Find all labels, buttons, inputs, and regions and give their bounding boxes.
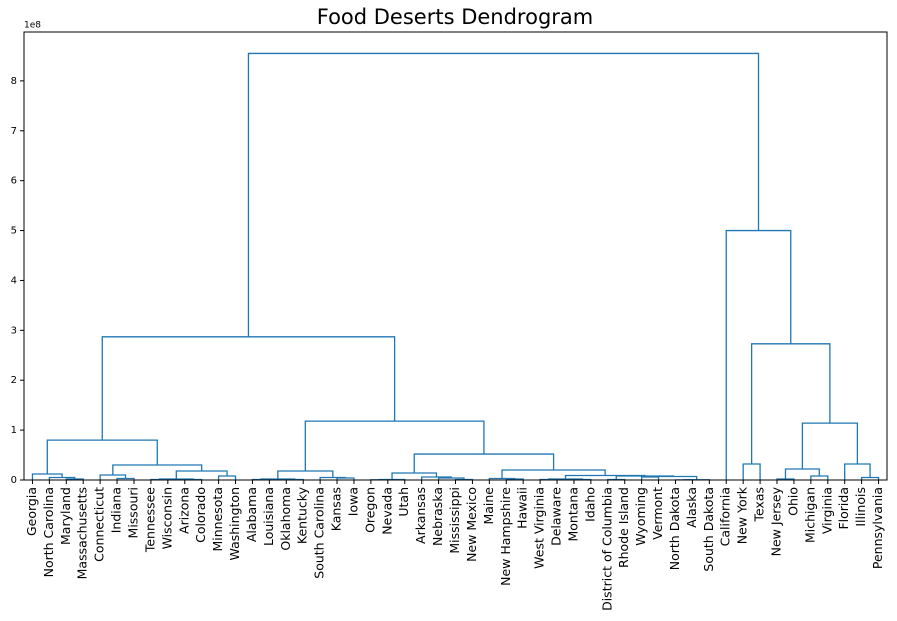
leaf-label: New Mexico (464, 487, 479, 562)
leaf-label: Iowa (345, 487, 360, 516)
dendrogram-link (421, 476, 452, 480)
leaf-label: Rhode Island (616, 487, 631, 568)
leaf-label: Nevada (379, 487, 394, 535)
leaf-label: Missouri (125, 487, 140, 538)
dendrogram-link (319, 476, 347, 480)
leaf-label: Kentucky (295, 486, 310, 544)
dendrogram-link (742, 463, 761, 480)
leaf-label: Nebraska (430, 487, 445, 546)
chart-title: Food Deserts Dendrogram (317, 5, 594, 29)
dendrogram-link (413, 453, 555, 474)
dendrogram-link (784, 468, 820, 480)
leaf-label: Maryland (58, 487, 73, 545)
leaf-label: New Hampshire (498, 487, 513, 586)
leaf-label: North Dakota (667, 487, 682, 570)
leaf-label: Mississippi (447, 487, 462, 554)
leaf-label: Alabama (244, 487, 259, 542)
leaf-label: Montana (565, 487, 580, 542)
leaf-label: South Dakota (701, 487, 716, 572)
leaf-label: New Jersey (769, 486, 784, 556)
leaf-label: Arkansas (413, 487, 428, 544)
dendrogram-link (810, 475, 829, 480)
leaf-label: Maine (481, 487, 496, 525)
leaf-label: Vermont (650, 487, 665, 540)
leaf-label: New York (735, 486, 750, 544)
y-tick-label: 0 (11, 475, 17, 486)
y-tick-label: 7 (11, 126, 17, 137)
dendrogram-link (801, 422, 859, 470)
leaf-label: Massachusetts (75, 487, 90, 579)
dendrogram-link (725, 229, 792, 480)
leaf-label: Idaho (582, 487, 597, 522)
y-tick-label: 8 (11, 76, 17, 87)
leaf-label: Michigan (802, 487, 817, 543)
dendrogram-link (247, 52, 760, 337)
dendrogram-link (48, 476, 76, 480)
leaf-label: North Carolina (41, 487, 56, 577)
y-tick-label: 4 (11, 275, 17, 286)
leaf-label: Connecticut (92, 487, 107, 562)
leaf-label: Ohio (785, 487, 800, 516)
leaf-label: Alaska (684, 487, 699, 528)
y-tick-label: 5 (11, 226, 17, 237)
leaf-label: South Carolina (312, 487, 327, 579)
y-offset-label: 1e8 (24, 21, 41, 31)
dendrogram-link (860, 476, 880, 480)
leaf-label: Kansas (329, 487, 344, 531)
dendrogram-link (217, 475, 237, 480)
y-tick-label: 1 (11, 425, 17, 436)
leaf-label: Utah (396, 487, 411, 517)
leaf-label: Colorado (193, 487, 208, 543)
leaf-label: Texas (752, 487, 767, 523)
leaf-label: Louisiana (261, 487, 276, 546)
leaf-label: California (718, 487, 733, 546)
leaf-label: Indiana (109, 487, 124, 533)
leaf-label: West Virginia (532, 487, 547, 569)
leaf-label: Tennessee (142, 487, 157, 553)
y-tick-label: 2 (11, 375, 17, 386)
leaf-label: Wisconsin (159, 487, 174, 549)
plot-frame (23, 31, 888, 481)
leaf-label: Oregon (362, 487, 377, 533)
leaf-label: Pennsylvania (870, 487, 885, 569)
leaf-label: Hawaii (515, 487, 530, 529)
leaf-label: Arizona (176, 487, 191, 534)
y-tick-label: 6 (11, 176, 17, 187)
leaf-label: Virginia (819, 487, 834, 534)
leaf-label: Illinois (853, 487, 868, 527)
leaf-label: Washington (227, 487, 242, 560)
dendrogram-link (391, 472, 438, 480)
dendrogram-link (844, 463, 871, 480)
leaf-label: Oklahoma (278, 487, 293, 551)
dendrogram-link (101, 336, 396, 441)
leaf-label: District of Columbia (599, 487, 614, 611)
y-tick-label: 3 (11, 325, 17, 336)
leaf-label: Florida (836, 487, 851, 530)
leaf-label: Wyoming (633, 487, 648, 546)
leaf-label: Georgia (24, 487, 39, 536)
leaf-label: Delaware (549, 487, 564, 546)
leaf-label: Minnesota (210, 487, 225, 552)
